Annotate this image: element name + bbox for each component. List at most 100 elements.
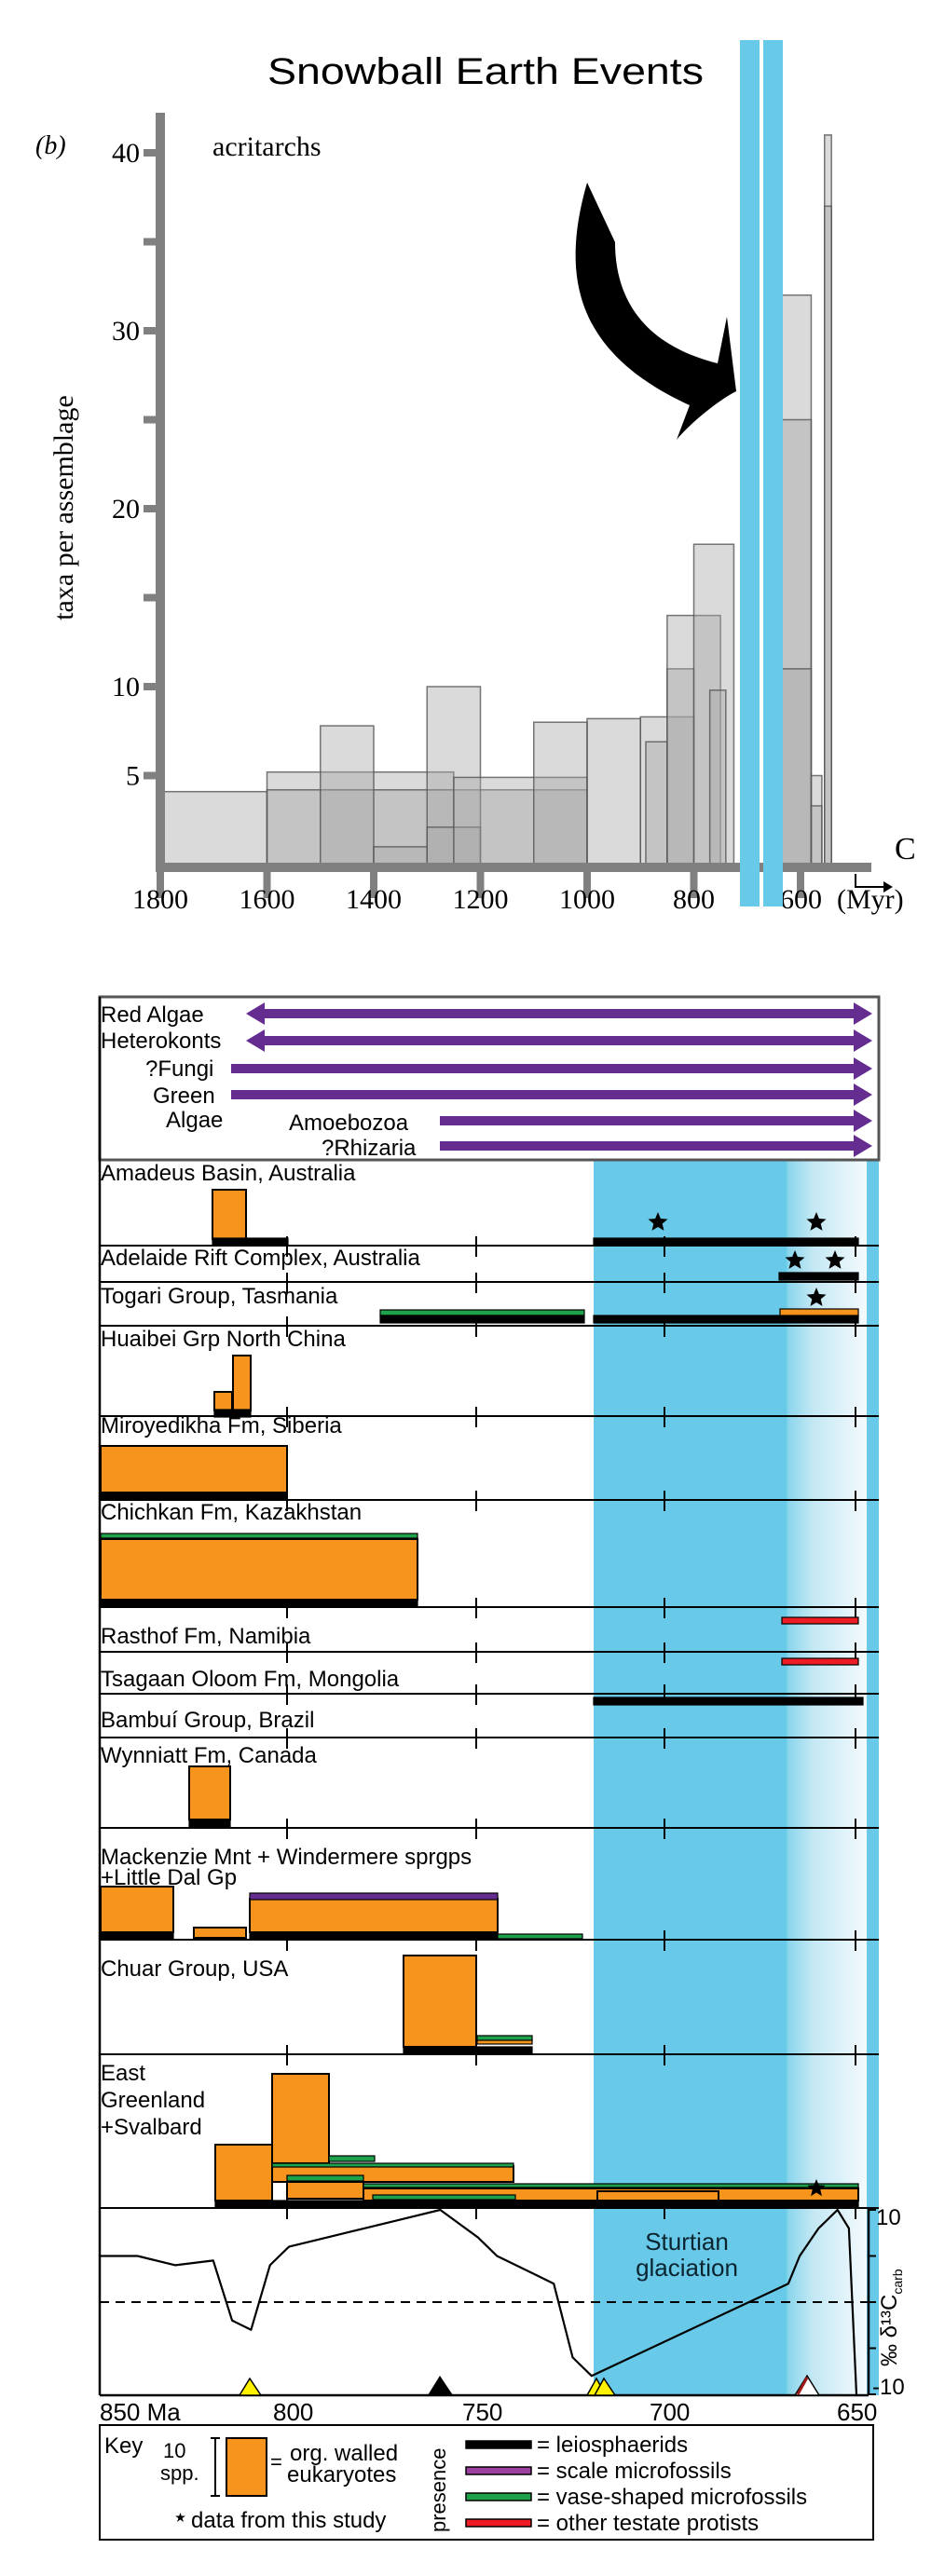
orange-box bbox=[596, 2190, 719, 2201]
y-tick bbox=[144, 505, 157, 512]
locality-label: +Little Dal Gp bbox=[101, 1865, 237, 1890]
range-box bbox=[320, 725, 375, 865]
range-box bbox=[426, 686, 482, 865]
orange-box bbox=[249, 1898, 499, 1933]
range-box bbox=[159, 790, 268, 865]
orange-box bbox=[100, 1886, 174, 1933]
presence-bar bbox=[100, 1533, 418, 1539]
legend-item-label: = other testate protists bbox=[537, 2511, 759, 2536]
y-tick-label: 5 bbox=[126, 761, 140, 792]
orange-box bbox=[100, 1445, 288, 1493]
range-box bbox=[778, 418, 813, 865]
presence-bar bbox=[476, 2035, 533, 2041]
arrowhead-left-icon bbox=[246, 1002, 265, 1025]
locality-label: Amadeus Basin, Australia bbox=[101, 1161, 356, 1186]
x-tick-label: 700 bbox=[650, 2398, 690, 2426]
legend-swatch bbox=[465, 2440, 532, 2449]
presence-bar bbox=[372, 2194, 516, 2201]
star-label: data from this study bbox=[191, 2508, 386, 2533]
locality-label: Togari Group, Tasmania bbox=[101, 1284, 338, 1309]
locality-label: Adelaide Rift Complex, Australia bbox=[101, 1246, 420, 1271]
lineage-label: Amoebozoa bbox=[289, 1111, 409, 1136]
y-tick bbox=[144, 771, 157, 780]
ash-bed-markers bbox=[238, 2374, 821, 2396]
lineage-arrow bbox=[259, 1036, 865, 1045]
locality-label: Tsagaan Oloom Fm, Mongolia bbox=[101, 1667, 400, 1692]
locality-label: Bambuí Group, Brazil bbox=[101, 1708, 314, 1733]
equals-sign: = bbox=[270, 2450, 282, 2474]
orange-box bbox=[214, 2144, 273, 2201]
locality-label: Miroyedikha Fm, Siberia bbox=[101, 1413, 342, 1438]
d13c-ticks bbox=[869, 2209, 876, 2395]
presence-bar bbox=[379, 1309, 585, 1316]
locality-labels: Amadeus Basin, Australia Adelaide Rift C… bbox=[101, 1161, 472, 2140]
star-icon bbox=[175, 2513, 185, 2522]
lineage-arrow bbox=[440, 1141, 856, 1151]
lineage-label: ?Rhizaria bbox=[322, 1136, 417, 1161]
star-icon bbox=[806, 1212, 827, 1231]
presence-bar bbox=[497, 1933, 583, 1940]
range-box bbox=[708, 689, 727, 865]
arrowhead-right-icon bbox=[854, 1084, 872, 1106]
annotation-title: Snowball Earth Events bbox=[267, 51, 704, 92]
x-tick-label: 1200 bbox=[453, 884, 509, 915]
star-icon bbox=[648, 1212, 668, 1231]
yellow-triangle-icon bbox=[593, 2377, 617, 2396]
presence-bar bbox=[778, 1272, 859, 1281]
arrowhead-icon bbox=[883, 881, 893, 893]
series-label: acritarchs bbox=[212, 131, 322, 162]
x-axis-line bbox=[156, 863, 871, 872]
box-label: org. walled bbox=[290, 2441, 398, 2466]
cambrian-arrow-icon bbox=[855, 874, 889, 888]
y-axis-line bbox=[156, 113, 165, 872]
scale-bar-icon bbox=[211, 2437, 220, 2497]
presence-bar bbox=[100, 1492, 288, 1501]
x-tick bbox=[263, 870, 271, 898]
x-tick bbox=[690, 870, 698, 898]
x-tick-label: 1600 bbox=[240, 884, 295, 915]
x-tick bbox=[797, 870, 804, 898]
presence-bar bbox=[100, 1931, 174, 1941]
cambrian-marker: C bbox=[895, 832, 916, 866]
snowball-bar-1 bbox=[740, 40, 760, 906]
legend-item-label: = vase-shaped microfossils bbox=[537, 2485, 807, 2510]
range-box bbox=[645, 741, 668, 865]
legend-item-label: = leiosphaerids bbox=[537, 2433, 688, 2458]
presence-bar bbox=[286, 2174, 364, 2182]
x-tick-label: 600 bbox=[780, 884, 822, 915]
legend-title: Key bbox=[104, 2433, 143, 2459]
orange-box bbox=[286, 2181, 364, 2200]
presence-bar bbox=[249, 1892, 499, 1901]
orange-box bbox=[403, 1955, 477, 2048]
presence-bar bbox=[779, 1308, 859, 1316]
y-tick-label: 20 bbox=[112, 494, 140, 525]
orange-box bbox=[271, 2073, 330, 2164]
y-tick bbox=[144, 416, 157, 424]
presence-bar bbox=[328, 2155, 376, 2162]
presence-bar bbox=[188, 1819, 231, 1828]
arrowhead-right-icon bbox=[854, 1002, 872, 1025]
y-axis-label: taxa per assemblage bbox=[48, 395, 79, 620]
locality-label: Rasthof Fm, Namibia bbox=[101, 1624, 311, 1649]
x-tick-label: 750 bbox=[462, 2398, 502, 2426]
d13c-axis-label: ‰ δ¹³Ccarb bbox=[877, 2269, 905, 2366]
presence-bar bbox=[781, 1657, 859, 1666]
star-icon bbox=[806, 1288, 827, 1306]
acritarchs-chart: (b) acritarchs taxa per assemblage 5 10 20… bbox=[35, 40, 916, 915]
legend-swatch bbox=[465, 2492, 532, 2501]
locality-label: East bbox=[101, 2061, 145, 2086]
acritarch-bars bbox=[159, 134, 832, 865]
presence-bar bbox=[593, 1697, 864, 1706]
box-label: eukaryotes bbox=[287, 2462, 396, 2487]
presence-bar bbox=[249, 1931, 499, 1941]
presence-bar bbox=[271, 2162, 514, 2168]
legend: Key 10 spp. = org. walled eukaryotes dat… bbox=[99, 2424, 874, 2541]
yellow-triangle-icon bbox=[238, 2377, 263, 2396]
presence-bar bbox=[781, 1616, 859, 1625]
glaciation-label: glaciation bbox=[636, 2254, 738, 2282]
x-axis-labels: 850 Ma 800 750 700 650 bbox=[100, 2398, 877, 2426]
x-tick bbox=[583, 870, 591, 898]
study-stars bbox=[648, 1212, 845, 2197]
glaciation-fade bbox=[785, 1161, 867, 2395]
lineage-arrow bbox=[259, 1009, 865, 1018]
